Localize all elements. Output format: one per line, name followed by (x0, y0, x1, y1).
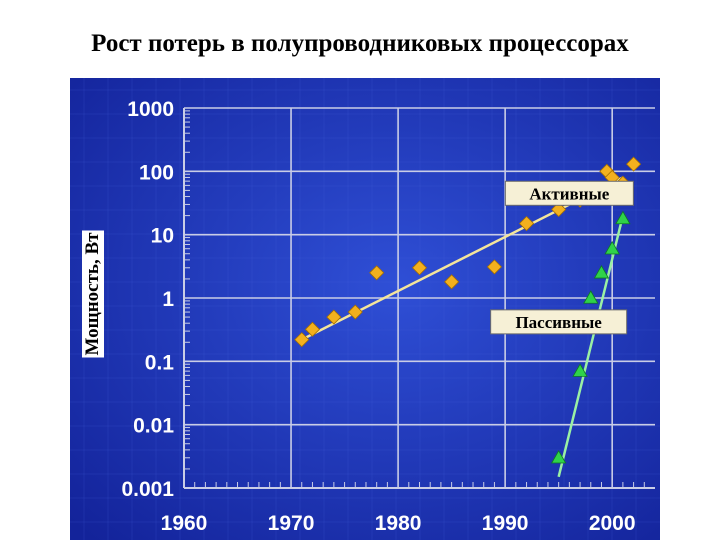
active-point (626, 156, 642, 172)
y-tick-label: 0.1 (145, 351, 175, 374)
active-point (294, 332, 310, 348)
x-tick-label: 1960 (161, 512, 208, 535)
slide-title: Рост потерь в полупроводниковых процессо… (91, 30, 629, 57)
label-text: Активные (529, 184, 609, 203)
x-tick-label: 2000 (589, 512, 636, 535)
passive-point (593, 264, 610, 279)
power-chart: 1000 100 10 1 0.1 0.01 0.001 1960 1970 1980 1990 20… (70, 78, 660, 540)
data-points (294, 156, 642, 464)
x-tick-label: 1980 (375, 512, 422, 535)
active-point (411, 260, 428, 276)
y-tick-label: 0.01 (133, 415, 174, 438)
y-tick-label: 1 (162, 288, 174, 311)
active-label: Активные (504, 180, 634, 206)
active-point (518, 215, 535, 232)
y-tick-label: 0.001 (121, 478, 174, 501)
active-point (369, 265, 385, 281)
active-point (304, 321, 321, 337)
y-axis-label: Мощность, Вт (82, 230, 104, 358)
tick-labels: 1000 100 10 1 0.1 0.01 0.001 1960 1970 1980 1990 20… (121, 98, 635, 535)
passive-label: Пассивные (490, 309, 628, 335)
passive-point (583, 290, 599, 304)
grid-lines (183, 107, 655, 489)
y-axis-label-box: Мощность, Вт (81, 196, 105, 392)
trend-line (557, 215, 625, 478)
passive-point (615, 210, 631, 225)
active-point (326, 309, 342, 325)
label-box (490, 309, 628, 335)
label-box (504, 180, 634, 206)
x-tick-label: 1990 (482, 512, 529, 535)
y-tick-label: 10 (151, 225, 174, 248)
label-text: Пассивные (515, 313, 602, 332)
y-tick-label: 100 (139, 161, 174, 184)
annotations: Активные Пассивные (490, 180, 634, 335)
passive-point (572, 363, 588, 377)
active-point (486, 259, 502, 275)
passive-point (550, 449, 567, 464)
passive-point (604, 240, 620, 255)
chart-panel: 1000 100 10 1 0.1 0.01 0.001 1960 1970 1980 1990 20… (70, 78, 660, 540)
active-point (444, 274, 460, 290)
active-point (551, 201, 567, 218)
y-tick-label: 1000 (127, 98, 174, 121)
x-tick-label: 1970 (268, 512, 315, 535)
active-point (347, 304, 363, 320)
